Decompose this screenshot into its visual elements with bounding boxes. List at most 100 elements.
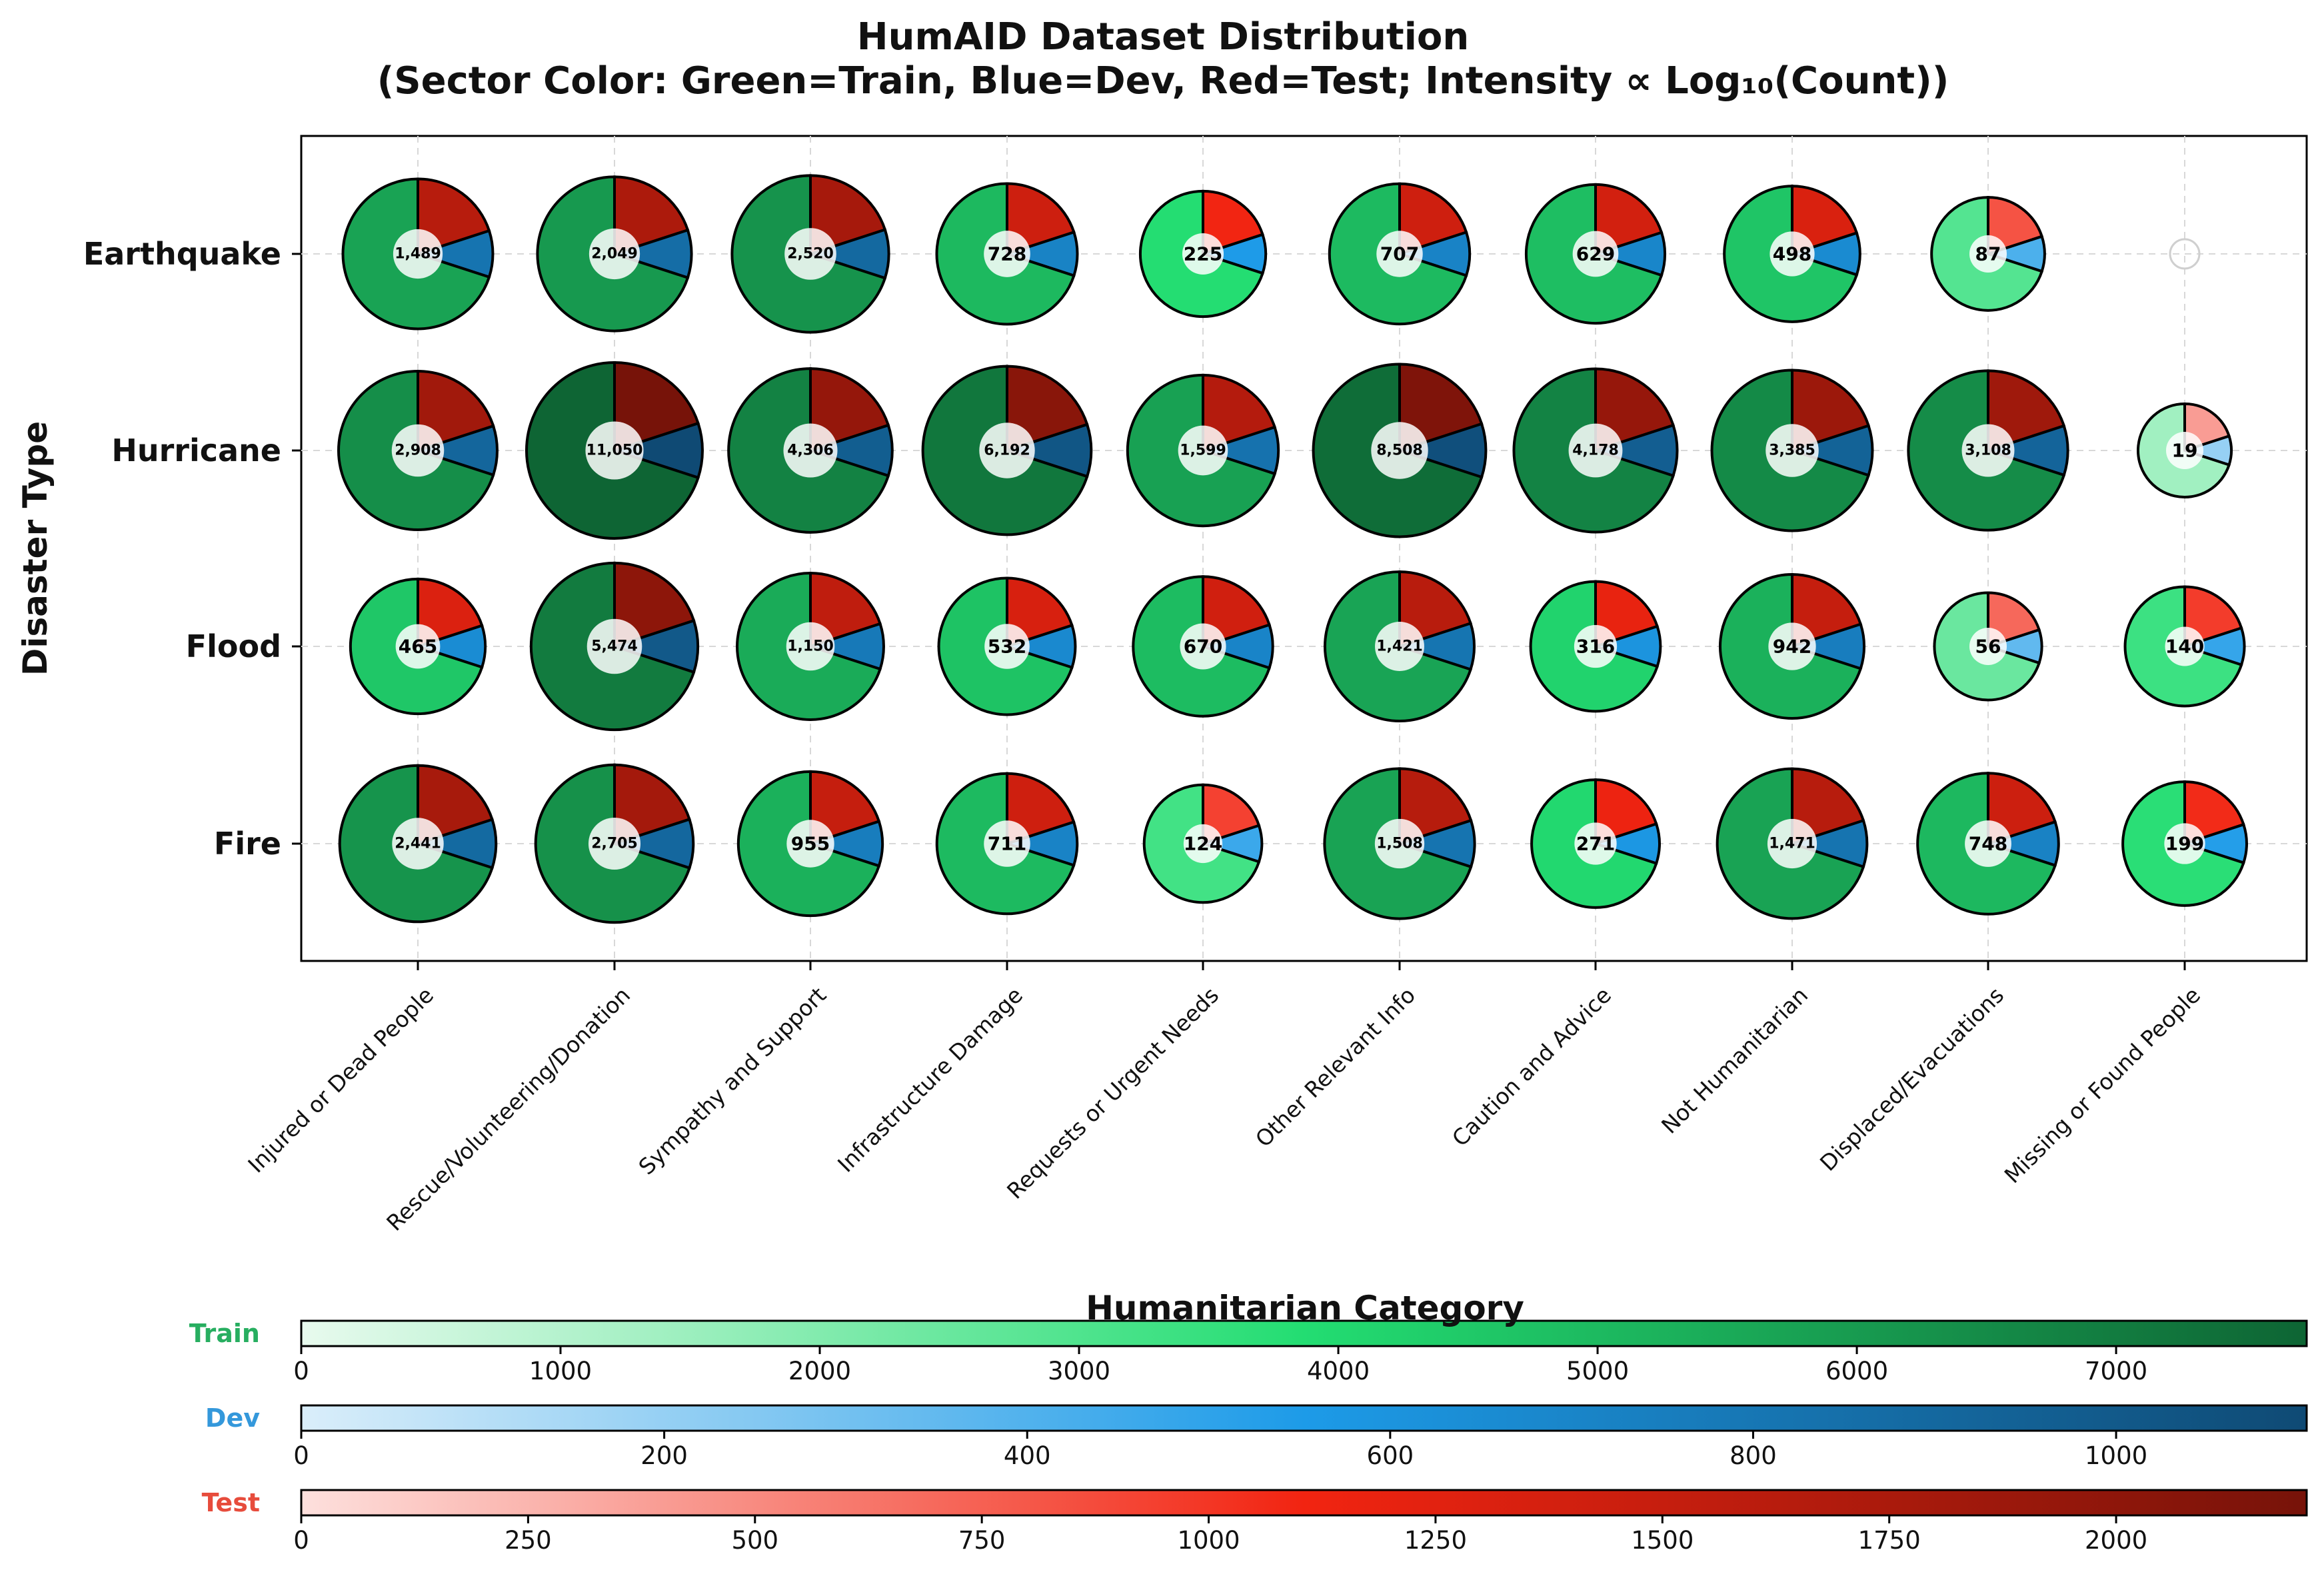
colorbar-tick-label: 2000	[2085, 1526, 2147, 1555]
pie-count-label: 711	[988, 833, 1026, 855]
pie-center-hole	[784, 228, 836, 280]
colorbar-label: Train	[189, 1319, 260, 1348]
x-axis-ticks: Injured or Dead PeopleRescue/Volunteerin…	[243, 961, 2205, 1236]
pie-slice-test	[1987, 369, 2066, 452]
pie-cell: 199	[2121, 780, 2248, 907]
pie-count-label: 629	[1576, 243, 1615, 265]
pie-cell: 5,474	[529, 561, 700, 732]
x-tick-label: Caution and Advice	[1447, 982, 1616, 1152]
pie-center-hole	[2166, 432, 2203, 469]
pie-cell: 707	[1328, 182, 1472, 326]
y-tick-label: Flood	[186, 628, 281, 664]
pie-center-hole	[391, 424, 445, 477]
pie-slice-test	[1594, 367, 1676, 452]
x-tick-label: Injured or Dead People	[243, 982, 439, 1178]
pie-center-hole	[1375, 622, 1424, 671]
pie-cell: 4,178	[1512, 367, 1679, 534]
pie-count-label: 3,385	[1769, 442, 1815, 459]
pie-cell: 532	[937, 576, 1077, 716]
pie-center-hole	[588, 817, 641, 870]
pie-cell: 271	[1530, 778, 1661, 909]
colorbar-tick-label: 7000	[2085, 1357, 2147, 1385]
pie-center-hole	[586, 618, 642, 674]
colorbar-gradient	[300, 1489, 2308, 1517]
pie-count-label: 1,150	[787, 638, 834, 655]
pie-count-label: 1,471	[1769, 836, 1815, 852]
pie-count-label: 5,474	[591, 638, 638, 655]
pie-slice-test	[809, 367, 890, 452]
pie-count-label: 1,508	[1376, 836, 1423, 852]
pie-cell: 11,050	[525, 361, 704, 540]
pie-count-label: 225	[1184, 243, 1222, 265]
pie-cell: 1,508	[1323, 767, 1476, 920]
colorbar-gradient	[300, 1319, 2308, 1347]
pie-center-hole	[984, 231, 1030, 277]
pie-cell: 2,520	[730, 174, 890, 334]
pie-cell: 225	[1138, 189, 1268, 319]
pie-count-label: 4,178	[1572, 442, 1619, 459]
pie-cell: 56	[1933, 591, 2043, 702]
y-axis-label: Disaster Type	[16, 421, 55, 676]
chart-title: HumAID Dataset Distribution	[857, 15, 1470, 59]
pie-center-hole	[1765, 424, 1819, 477]
pie-slice-test	[613, 561, 696, 648]
pie-center-hole	[1376, 231, 1423, 277]
pie-center-hole	[1768, 622, 1816, 670]
pie-cell: 316	[1529, 580, 1662, 713]
pie-count-label: 19	[2172, 440, 2198, 462]
pie-cell: 87	[1930, 196, 2046, 312]
pie-cell: 748	[1916, 772, 2060, 916]
colorbar-tick-label: 0	[293, 1357, 309, 1385]
x-tick-label: Displaced/Evacuations	[1815, 982, 2009, 1176]
pie-cell	[2169, 238, 2201, 270]
pie-center-hole	[984, 820, 1030, 867]
pie-center-hole	[786, 820, 834, 868]
pie-cell: 1,150	[736, 572, 885, 721]
pie-cell: 2,705	[534, 763, 695, 924]
colorbar-tick-label: 250	[505, 1526, 552, 1555]
pie-cell: 124	[1142, 783, 1264, 904]
pie-center-hole	[1767, 818, 1817, 869]
colorbar-label: Test	[202, 1488, 260, 1517]
colorbar-tick-label: 1500	[1631, 1526, 1694, 1555]
pie-count-label: 2,049	[591, 246, 638, 263]
pie-center-hole	[393, 229, 443, 279]
pie-count-label: 532	[988, 636, 1026, 658]
pie-count-label: 6,192	[984, 442, 1030, 459]
pie-cell: 942	[1719, 572, 1866, 720]
colorbar-label: Dev	[205, 1403, 260, 1433]
pie-center-hole	[2165, 626, 2205, 666]
colorbar-tick-label: 800	[1730, 1441, 1777, 1470]
pie-slice-test	[613, 175, 690, 256]
pie-count-label: 728	[988, 243, 1026, 265]
pie-cells: 1,489 2,049 2,520 728 225 707 629 498 87 2,908 11,…	[337, 174, 2248, 924]
x-tick-label: Missing or Found People	[1999, 982, 2206, 1189]
pie-cell: 3,385	[1710, 369, 1874, 532]
y-axis-ticks: Earthquake Hurricane Flood Fire	[83, 236, 301, 862]
pie-cell: 3,108	[1907, 369, 2069, 532]
pie-count-label: 2,908	[395, 442, 441, 459]
pie-cell: 4,306	[727, 367, 894, 534]
colorbar-tick-label: 2000	[788, 1357, 851, 1385]
colorbar-test: Test 0 250 500 750 1000 1250 1500 1750 2000	[202, 1488, 2308, 1555]
pie-count-label: 2,705	[591, 836, 638, 852]
x-tick-label: Sympathy and Support	[633, 982, 831, 1180]
pie-slice-test	[613, 361, 700, 452]
pie-center-hole	[1183, 824, 1223, 864]
pie-cell: 465	[349, 577, 487, 716]
pie-count-label: 498	[1773, 243, 1811, 265]
x-tick-label: Not Humanitarian	[1656, 982, 1813, 1139]
pie-cell: 19	[2136, 402, 2233, 498]
pie-count-label: 316	[1576, 636, 1615, 658]
pie-count-label: 124	[1184, 833, 1222, 855]
pie-count-label: 1,599	[1180, 442, 1226, 459]
pie-slice-test	[1791, 369, 1871, 452]
x-tick-label: Infrastructure Damage	[832, 982, 1028, 1178]
colorbar-tick-label: 1750	[1858, 1526, 1921, 1555]
colorbar-gradient	[300, 1404, 2308, 1432]
colorbar-tick-label: 4000	[1307, 1357, 1370, 1385]
colorbar-tick-label: 1250	[1404, 1526, 1467, 1555]
pie-count-label: 56	[1975, 636, 2001, 658]
colorbar-tick-label: 6000	[1825, 1357, 1888, 1385]
